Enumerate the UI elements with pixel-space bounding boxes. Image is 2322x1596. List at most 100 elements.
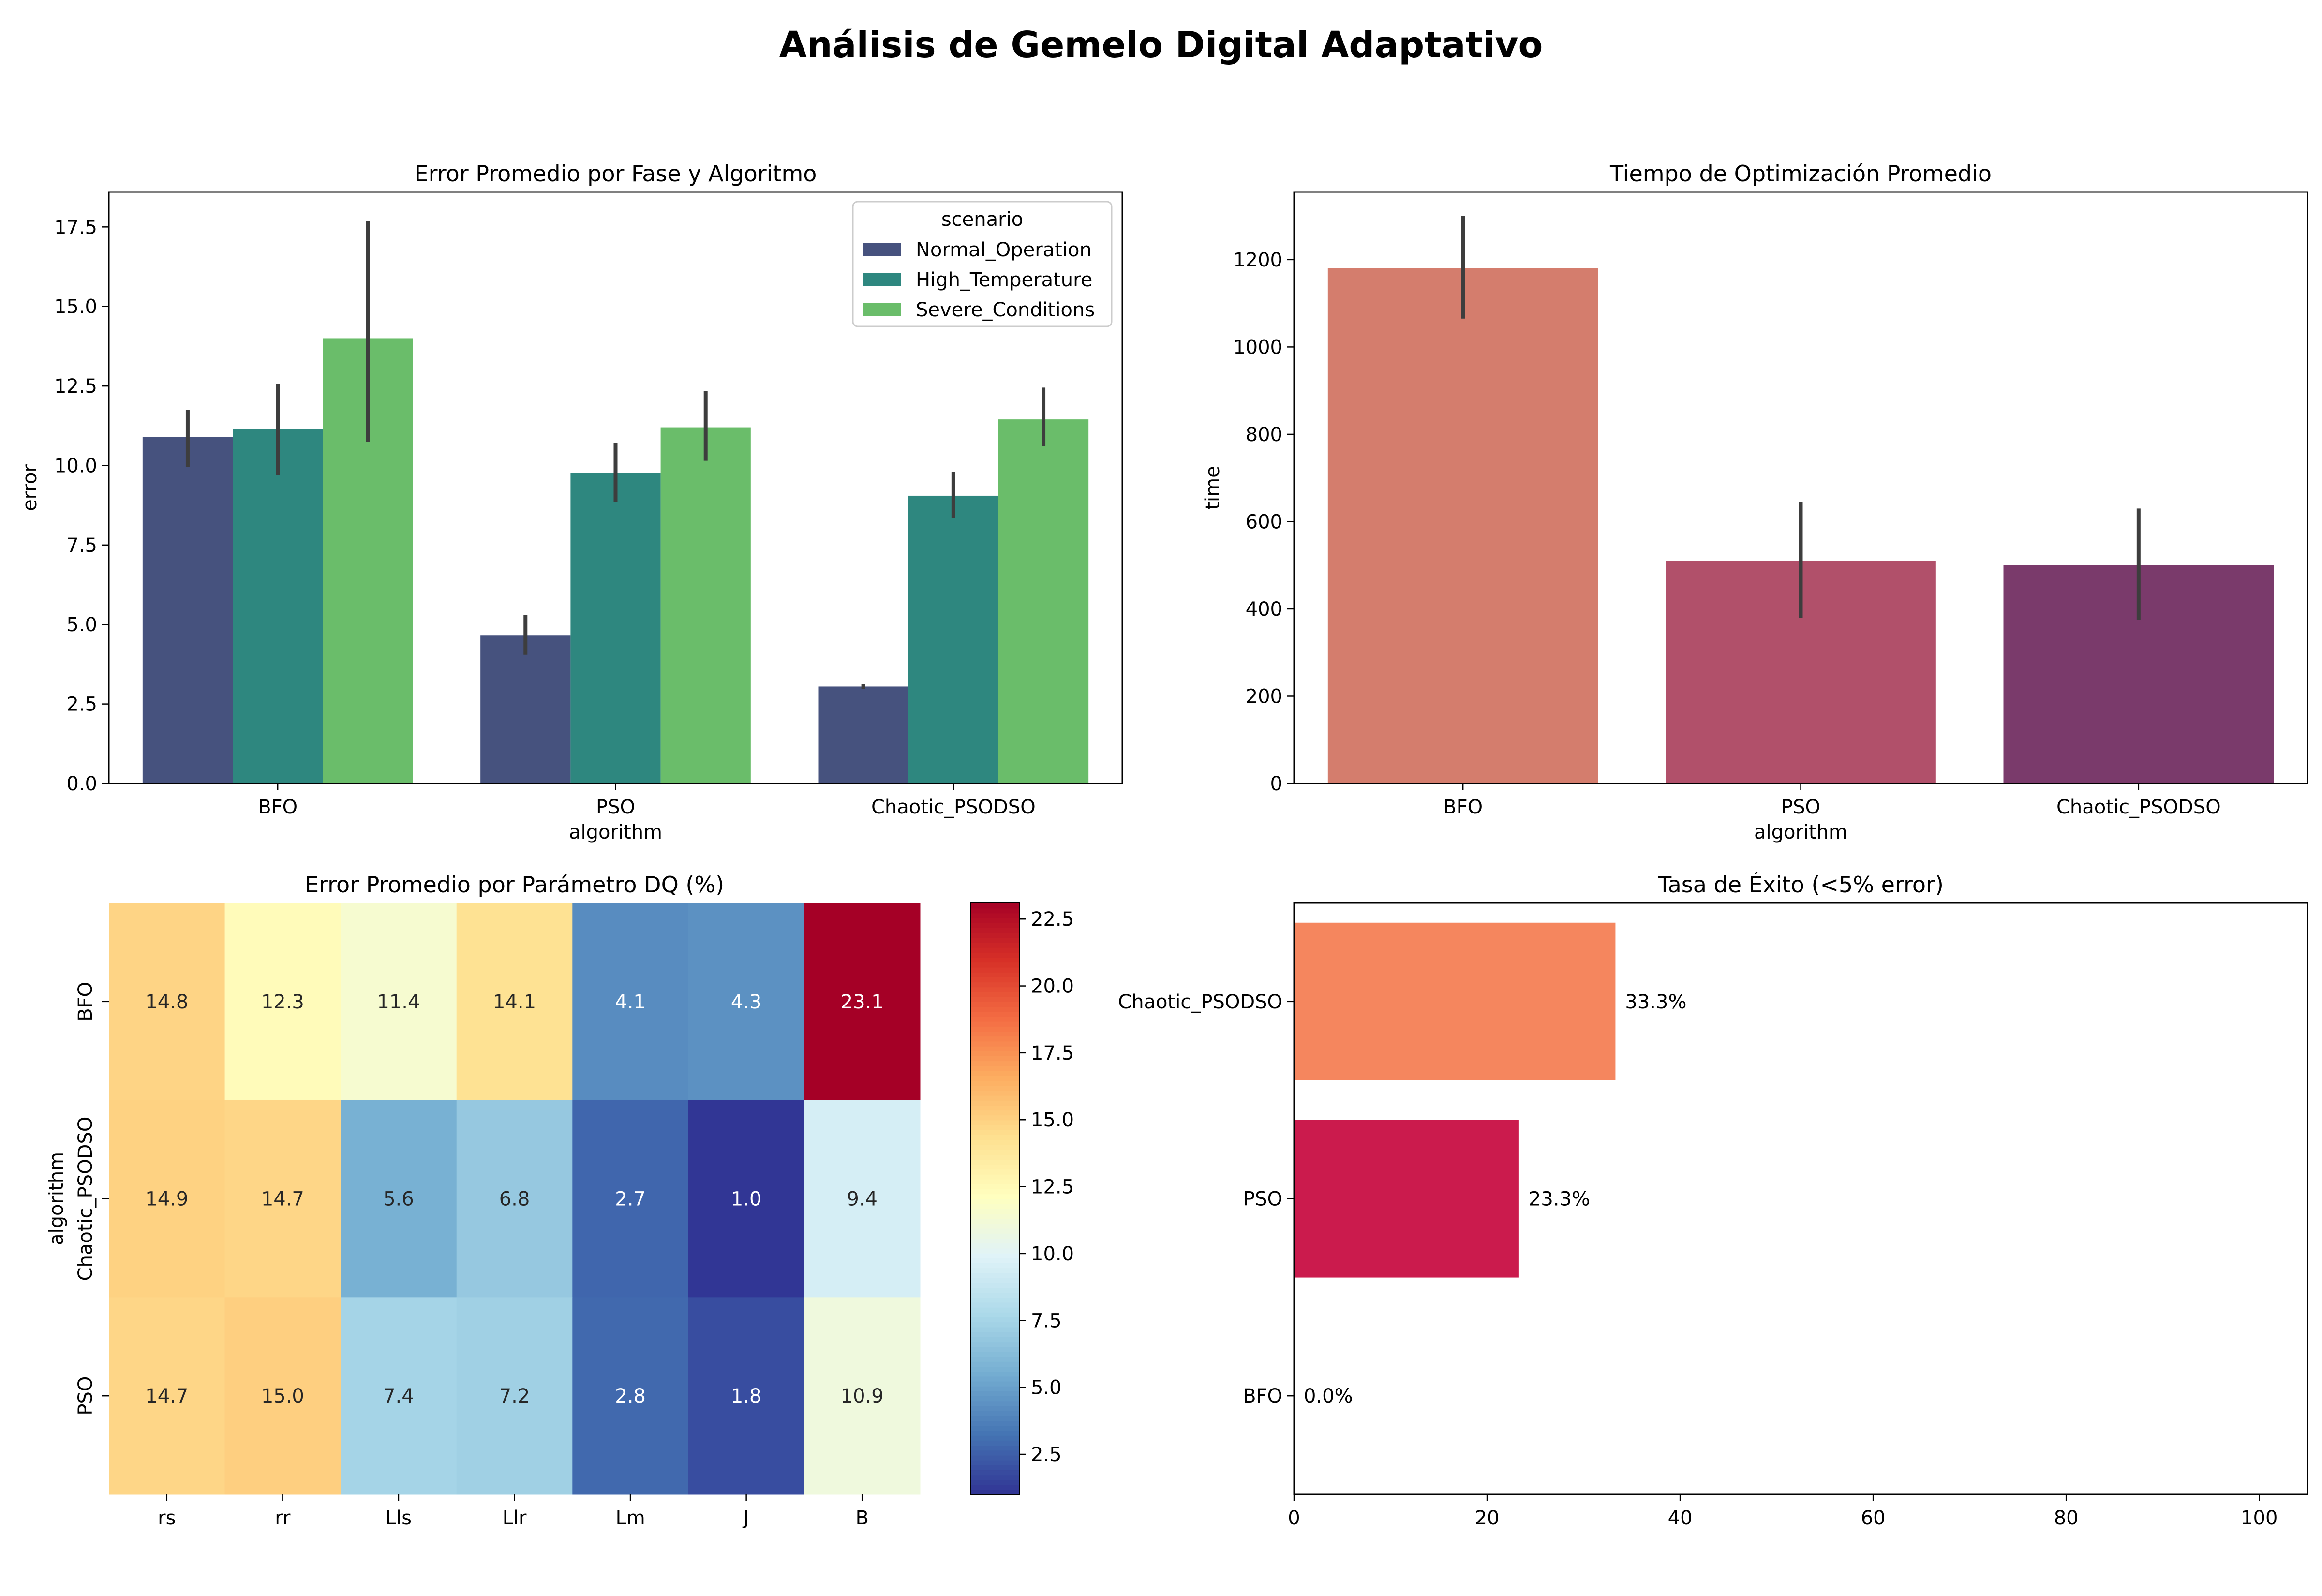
legend-box xyxy=(852,201,1113,327)
colorbar-segment xyxy=(971,1450,1019,1456)
y-axis-label: time xyxy=(1202,466,1224,509)
heatmap-cell-value: 12.3 xyxy=(261,991,304,1013)
x-tick-label: Lls xyxy=(386,1507,412,1529)
y-tick-label: 400 xyxy=(1246,598,1282,621)
heatmap-cell-value: 14.1 xyxy=(493,991,536,1013)
legend-swatch xyxy=(863,303,901,316)
heatmap-cell xyxy=(688,1297,804,1495)
y-tick-label: 15.0 xyxy=(54,296,97,318)
colorbar-segment xyxy=(971,1440,1019,1446)
legend-swatch xyxy=(863,243,901,256)
y-tick-label: PSO xyxy=(1243,1188,1282,1211)
colorbar-segment xyxy=(971,1075,1019,1081)
legend-title: scenario xyxy=(941,208,1023,231)
colorbar-segment xyxy=(971,962,1019,968)
y-tick-label: BFO xyxy=(1243,1385,1282,1407)
colorbar-segment xyxy=(971,1489,1019,1495)
colorbar-segment xyxy=(971,1016,1019,1022)
y-axis-label: algorithm xyxy=(45,1152,68,1245)
colorbar-segment xyxy=(971,1342,1019,1347)
x-tick-label: 40 xyxy=(1668,1507,1693,1529)
colorbar-segment xyxy=(971,987,1019,992)
colorbar-segment xyxy=(971,1120,1019,1125)
colorbar-segment xyxy=(971,913,1019,918)
legend-label: High_Temperature xyxy=(916,269,1092,291)
heatmap-cell xyxy=(224,1297,341,1495)
colorbar-segment xyxy=(971,1346,1019,1352)
heatmap-cell xyxy=(572,1297,689,1495)
colorbar-segment xyxy=(971,1396,1019,1402)
colorbar-segment xyxy=(971,937,1019,943)
colorbar-segment xyxy=(971,1144,1019,1150)
colorbar-segment xyxy=(971,1164,1019,1170)
colorbar-segment xyxy=(971,1036,1019,1042)
colorbar-segment xyxy=(971,1307,1019,1313)
heatmap-cell-value: 9.4 xyxy=(847,1188,878,1211)
bar-normal-operation xyxy=(142,437,233,783)
colorbar-segment xyxy=(971,1021,1019,1027)
heatmap-cell-value: 10.9 xyxy=(841,1385,884,1407)
colorbar-segment xyxy=(971,982,1019,988)
x-tick-label: J xyxy=(742,1507,749,1529)
colorbar-tick-label: 20.0 xyxy=(1031,975,1074,998)
colorbar-segment xyxy=(971,1154,1019,1160)
colorbar-tick-label: 15.0 xyxy=(1031,1109,1074,1131)
bar-pso xyxy=(1294,1120,1519,1278)
y-tick-label: 0 xyxy=(1270,773,1282,795)
colorbar-tick-label: 22.5 xyxy=(1031,908,1074,931)
bar-normal-operation xyxy=(480,635,571,783)
colorbar-segment xyxy=(971,1327,1019,1332)
heatmap-cell xyxy=(688,1100,804,1298)
heatmap-cell xyxy=(804,903,921,1101)
colorbar-segment xyxy=(971,1464,1019,1471)
colorbar-segment xyxy=(971,1479,1019,1485)
colorbar-segment xyxy=(971,942,1019,948)
y-tick-label: 17.5 xyxy=(54,216,97,238)
x-tick-label: PSO xyxy=(1781,796,1820,818)
y-tick-label: 7.5 xyxy=(66,534,97,557)
x-axis-label: algorithm xyxy=(1754,821,1847,843)
heatmap-cell-value: 11.4 xyxy=(377,991,420,1013)
y-tick-label: 1200 xyxy=(1233,249,1282,271)
colorbar-segment xyxy=(971,1085,1019,1091)
colorbar-segment xyxy=(971,1297,1019,1303)
chart-title: Error Promedio por Fase y Algoritmo xyxy=(415,161,817,187)
colorbar-segment xyxy=(971,1253,1019,1258)
chart-title: Tiempo de Optimización Promedio xyxy=(1609,161,1992,187)
colorbar-segment xyxy=(971,1484,1019,1490)
heatmap-cell-value: 2.8 xyxy=(615,1385,646,1407)
colorbar-segment xyxy=(971,1390,1019,1397)
colorbar-segment xyxy=(971,1110,1019,1116)
colorbar-segment xyxy=(971,1105,1019,1111)
colorbar-segment xyxy=(971,1189,1019,1195)
colorbar-segment xyxy=(971,1194,1019,1199)
colorbar-segment xyxy=(971,1292,1019,1298)
y-tick-label: Chaotic_PSODSO xyxy=(1118,991,1282,1013)
colorbar-segment xyxy=(971,1061,1019,1066)
colorbar-segment xyxy=(971,996,1019,1002)
colorbar-segment xyxy=(971,1262,1019,1269)
colorbar-segment xyxy=(971,1312,1019,1318)
colorbar-segment xyxy=(971,1282,1019,1288)
colorbar-segment xyxy=(971,1460,1019,1465)
heatmap-cell xyxy=(456,1297,573,1495)
heatmap-cell-value: 1.0 xyxy=(731,1188,762,1211)
heatmap-cell-value: 2.7 xyxy=(615,1188,646,1211)
colorbar-segment xyxy=(971,1322,1019,1328)
colorbar-tick-label: 17.5 xyxy=(1031,1042,1074,1064)
y-tick-label: 10.0 xyxy=(54,455,97,477)
x-tick-label: 0 xyxy=(1288,1507,1300,1529)
heatmap-cell xyxy=(109,1100,225,1298)
colorbar-tick-label: 7.5 xyxy=(1031,1310,1062,1332)
colorbar-segment xyxy=(971,1006,1019,1012)
colorbar-segment xyxy=(971,1248,1019,1254)
colorbar-segment xyxy=(971,1046,1019,1051)
colorbar-segment xyxy=(971,1445,1019,1451)
y-tick-label: 2.5 xyxy=(66,694,97,716)
colorbar-segment xyxy=(971,908,1019,914)
figure-title: Análisis de Gemelo Digital Adaptativo xyxy=(779,24,1543,66)
y-tick-label: PSO xyxy=(74,1376,97,1416)
colorbar-segment xyxy=(971,1410,1019,1416)
colorbar-segment xyxy=(971,1302,1019,1308)
x-tick-label: 100 xyxy=(2241,1507,2277,1529)
